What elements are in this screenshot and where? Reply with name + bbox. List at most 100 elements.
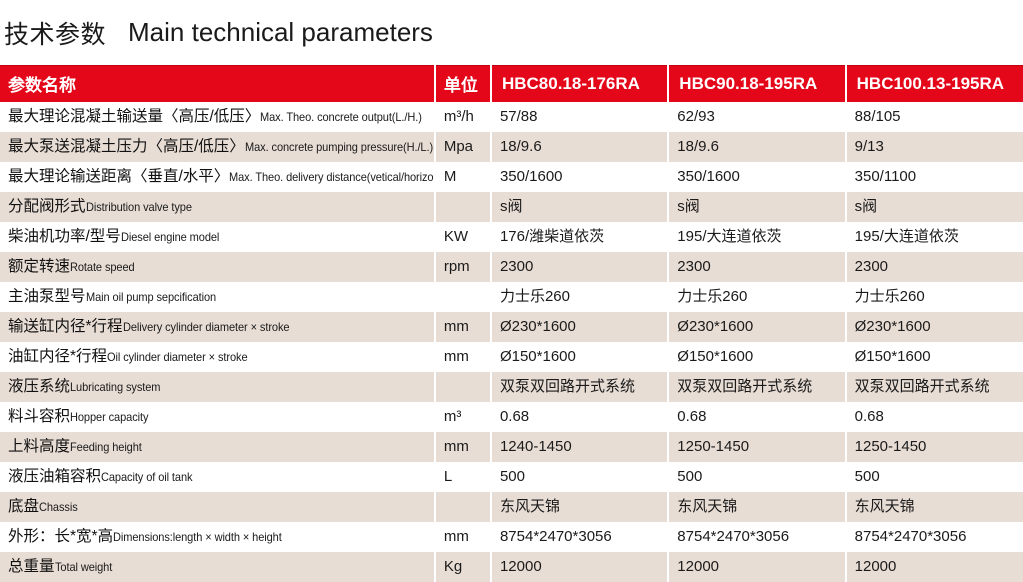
cell-model-2-value: 12000 bbox=[668, 551, 847, 582]
value-text: 350/1600 bbox=[499, 168, 563, 185]
value-text: 力士乐260 bbox=[677, 288, 748, 305]
table-row: 液压系统Lubricating system 双泵双回路开式系统 双泵双回路开式系统… bbox=[0, 371, 1023, 402]
cell-model-2-value: 双泵双回路开式系统 bbox=[668, 371, 847, 402]
value-text: 500 bbox=[677, 468, 703, 485]
cell-model-3-value: s阀 bbox=[845, 191, 1023, 222]
unit-value: Mpa bbox=[443, 138, 474, 155]
cell-param-name: 输送缸内径*行程Delivery cylinder diameter × str… bbox=[0, 311, 436, 342]
value-text: 力士乐260 bbox=[854, 288, 925, 305]
param-label-cn: 额定转速 bbox=[8, 257, 71, 275]
param-label-cn: 底盘 bbox=[8, 497, 40, 515]
value-text: 88/105 bbox=[854, 108, 901, 125]
cell-param-name: 分配阀形式Distribution valve type bbox=[0, 191, 436, 222]
cell-model-1-value: 双泵双回路开式系统 bbox=[490, 371, 670, 402]
param-label-en: Capacity of oil tank bbox=[101, 469, 193, 484]
param-label-en: Max. Theo. delivery distance(vetical/hor… bbox=[229, 169, 435, 184]
value-text: 8754*2470*3056 bbox=[854, 528, 967, 545]
cell-model-2-value: 东风天锦 bbox=[668, 491, 847, 522]
cell-param-name: 料斗容积Hopper capacity bbox=[0, 401, 436, 432]
table-row: 总重量Total weight Kg 12000 12000 12000 bbox=[0, 551, 1023, 582]
cell-model-1-value: 350/1600 bbox=[490, 161, 670, 192]
cell-model-2-value: 500 bbox=[668, 461, 847, 492]
cell-unit: mm bbox=[434, 521, 492, 552]
table-row: 料斗容积Hopper capacity m³ 0.68 0.68 0.68 bbox=[0, 401, 1023, 432]
value-text: 8754*2470*3056 bbox=[499, 528, 612, 545]
cell-unit bbox=[434, 491, 492, 522]
cell-unit: mm bbox=[434, 431, 492, 462]
value-text: Ø150*1600 bbox=[854, 348, 931, 365]
param-label-cn: 主油泵型号 bbox=[8, 287, 86, 305]
cell-param-name: 最大理论输送距离〈垂直/水平〉Max. Theo. delivery dista… bbox=[0, 161, 436, 192]
value-text: 双泵双回路开式系统 bbox=[677, 378, 813, 395]
cell-model-1-value: 8754*2470*3056 bbox=[490, 521, 670, 552]
param-label-en: Total weight bbox=[54, 559, 112, 574]
cell-model-2-value: 195/大连道依茨 bbox=[668, 221, 847, 252]
value-text: 195/大连道依茨 bbox=[854, 228, 959, 245]
value-text: Ø230*1600 bbox=[854, 318, 931, 335]
header-model-2: HBC90.18-195RA bbox=[668, 65, 847, 102]
param-label-en: Max. Theo. concrete output(L./H.) bbox=[260, 109, 423, 124]
cell-unit: m³ bbox=[434, 401, 492, 432]
param-label-cn: 柴油机功率/型号 bbox=[8, 227, 121, 245]
value-text: 57/88 bbox=[499, 108, 538, 125]
value-text: 195/大连道依茨 bbox=[677, 228, 782, 245]
param-label-cn: 总重量 bbox=[8, 557, 55, 575]
param-label-cn: 输送缸内径*行程 bbox=[8, 317, 123, 335]
value-text: s阀 bbox=[677, 198, 700, 215]
cell-unit: mm bbox=[434, 341, 492, 372]
value-text: 1240-1450 bbox=[499, 438, 572, 455]
cell-param-name: 液压油箱容积Capacity of oil tank bbox=[0, 461, 436, 492]
value-text: 9/13 bbox=[854, 138, 884, 155]
param-label-en: Dimensions:length × width × height bbox=[113, 529, 282, 544]
cell-param-name: 总重量Total weight bbox=[0, 551, 436, 582]
cell-unit: mm bbox=[434, 311, 492, 342]
table-row: 输送缸内径*行程Delivery cylinder diameter × str… bbox=[0, 311, 1023, 342]
cell-model-2-value: 力士乐260 bbox=[668, 281, 847, 312]
header-model-3: HBC100.13-195RA bbox=[845, 65, 1023, 102]
unit-value: Kg bbox=[443, 558, 463, 575]
cell-param-name: 主油泵型号Main oil pump sepcification bbox=[0, 281, 436, 312]
value-text: 350/1100 bbox=[854, 168, 917, 185]
unit-value: mm bbox=[443, 528, 469, 545]
param-label-en: Feeding height bbox=[70, 439, 142, 454]
value-text: 0.68 bbox=[499, 408, 530, 425]
cell-unit: Kg bbox=[434, 551, 492, 582]
param-label-cn: 料斗容积 bbox=[8, 407, 71, 425]
param-label-en: Main oil pump sepcification bbox=[85, 289, 216, 304]
cell-model-3-value: 500 bbox=[845, 461, 1023, 492]
cell-param-name: 最大泵送混凝土压力〈高压/低压〉Max. concrete pumping pr… bbox=[0, 131, 436, 162]
cell-param-name: 上料高度Feeding height bbox=[0, 431, 436, 462]
param-label-en: Max. concrete pumping pressure(H./L.) bbox=[244, 139, 433, 154]
cell-model-1-value: 2300 bbox=[490, 251, 670, 282]
param-label-cn: 液压油箱容积 bbox=[8, 467, 102, 485]
value-text: 1250-1450 bbox=[677, 438, 750, 455]
value-text: 2300 bbox=[499, 258, 534, 275]
unit-value: mm bbox=[443, 348, 469, 365]
table-row: 液压油箱容积Capacity of oil tank L 500 500 500 bbox=[0, 461, 1023, 492]
cell-param-name: 油缸内径*行程Oil cylinder diameter × stroke bbox=[0, 341, 436, 372]
value-text: 东风天锦 bbox=[499, 498, 560, 515]
cell-model-3-value: 9/13 bbox=[845, 131, 1023, 162]
header-model-1: HBC80.18-176RA bbox=[490, 65, 670, 102]
cell-model-2-value: 350/1600 bbox=[668, 161, 847, 192]
cell-model-2-value: s阀 bbox=[668, 191, 847, 222]
unit-value: mm bbox=[443, 438, 469, 455]
table-row: 底盘Chassis 东风天锦 东风天锦 东风天锦 bbox=[0, 491, 1023, 522]
table-row: 最大理论输送距离〈垂直/水平〉Max. Theo. delivery dista… bbox=[0, 161, 1023, 192]
unit-value: L bbox=[443, 468, 453, 485]
cell-unit: m³/h bbox=[434, 101, 492, 132]
cell-model-2-value: 1250-1450 bbox=[668, 431, 847, 462]
table-row: 外形：长*宽*高Dimensions:length × width × heig… bbox=[0, 521, 1023, 552]
cell-model-3-value: 0.68 bbox=[845, 401, 1023, 432]
cell-model-3-value: 88/105 bbox=[845, 101, 1023, 132]
cell-model-1-value: 12000 bbox=[490, 551, 670, 582]
value-text: 8754*2470*3056 bbox=[677, 528, 790, 545]
param-label-cn: 油缸内径*行程 bbox=[8, 347, 108, 365]
cell-model-3-value: 2300 bbox=[845, 251, 1023, 282]
cell-model-3-value: Ø230*1600 bbox=[845, 311, 1023, 342]
value-text: 东风天锦 bbox=[677, 498, 738, 515]
unit-value: rpm bbox=[443, 258, 470, 275]
cell-model-1-value: Ø150*1600 bbox=[490, 341, 670, 372]
cell-param-name: 柴油机功率/型号Diesel engine model bbox=[0, 221, 436, 252]
unit-value: m³ bbox=[443, 408, 462, 425]
